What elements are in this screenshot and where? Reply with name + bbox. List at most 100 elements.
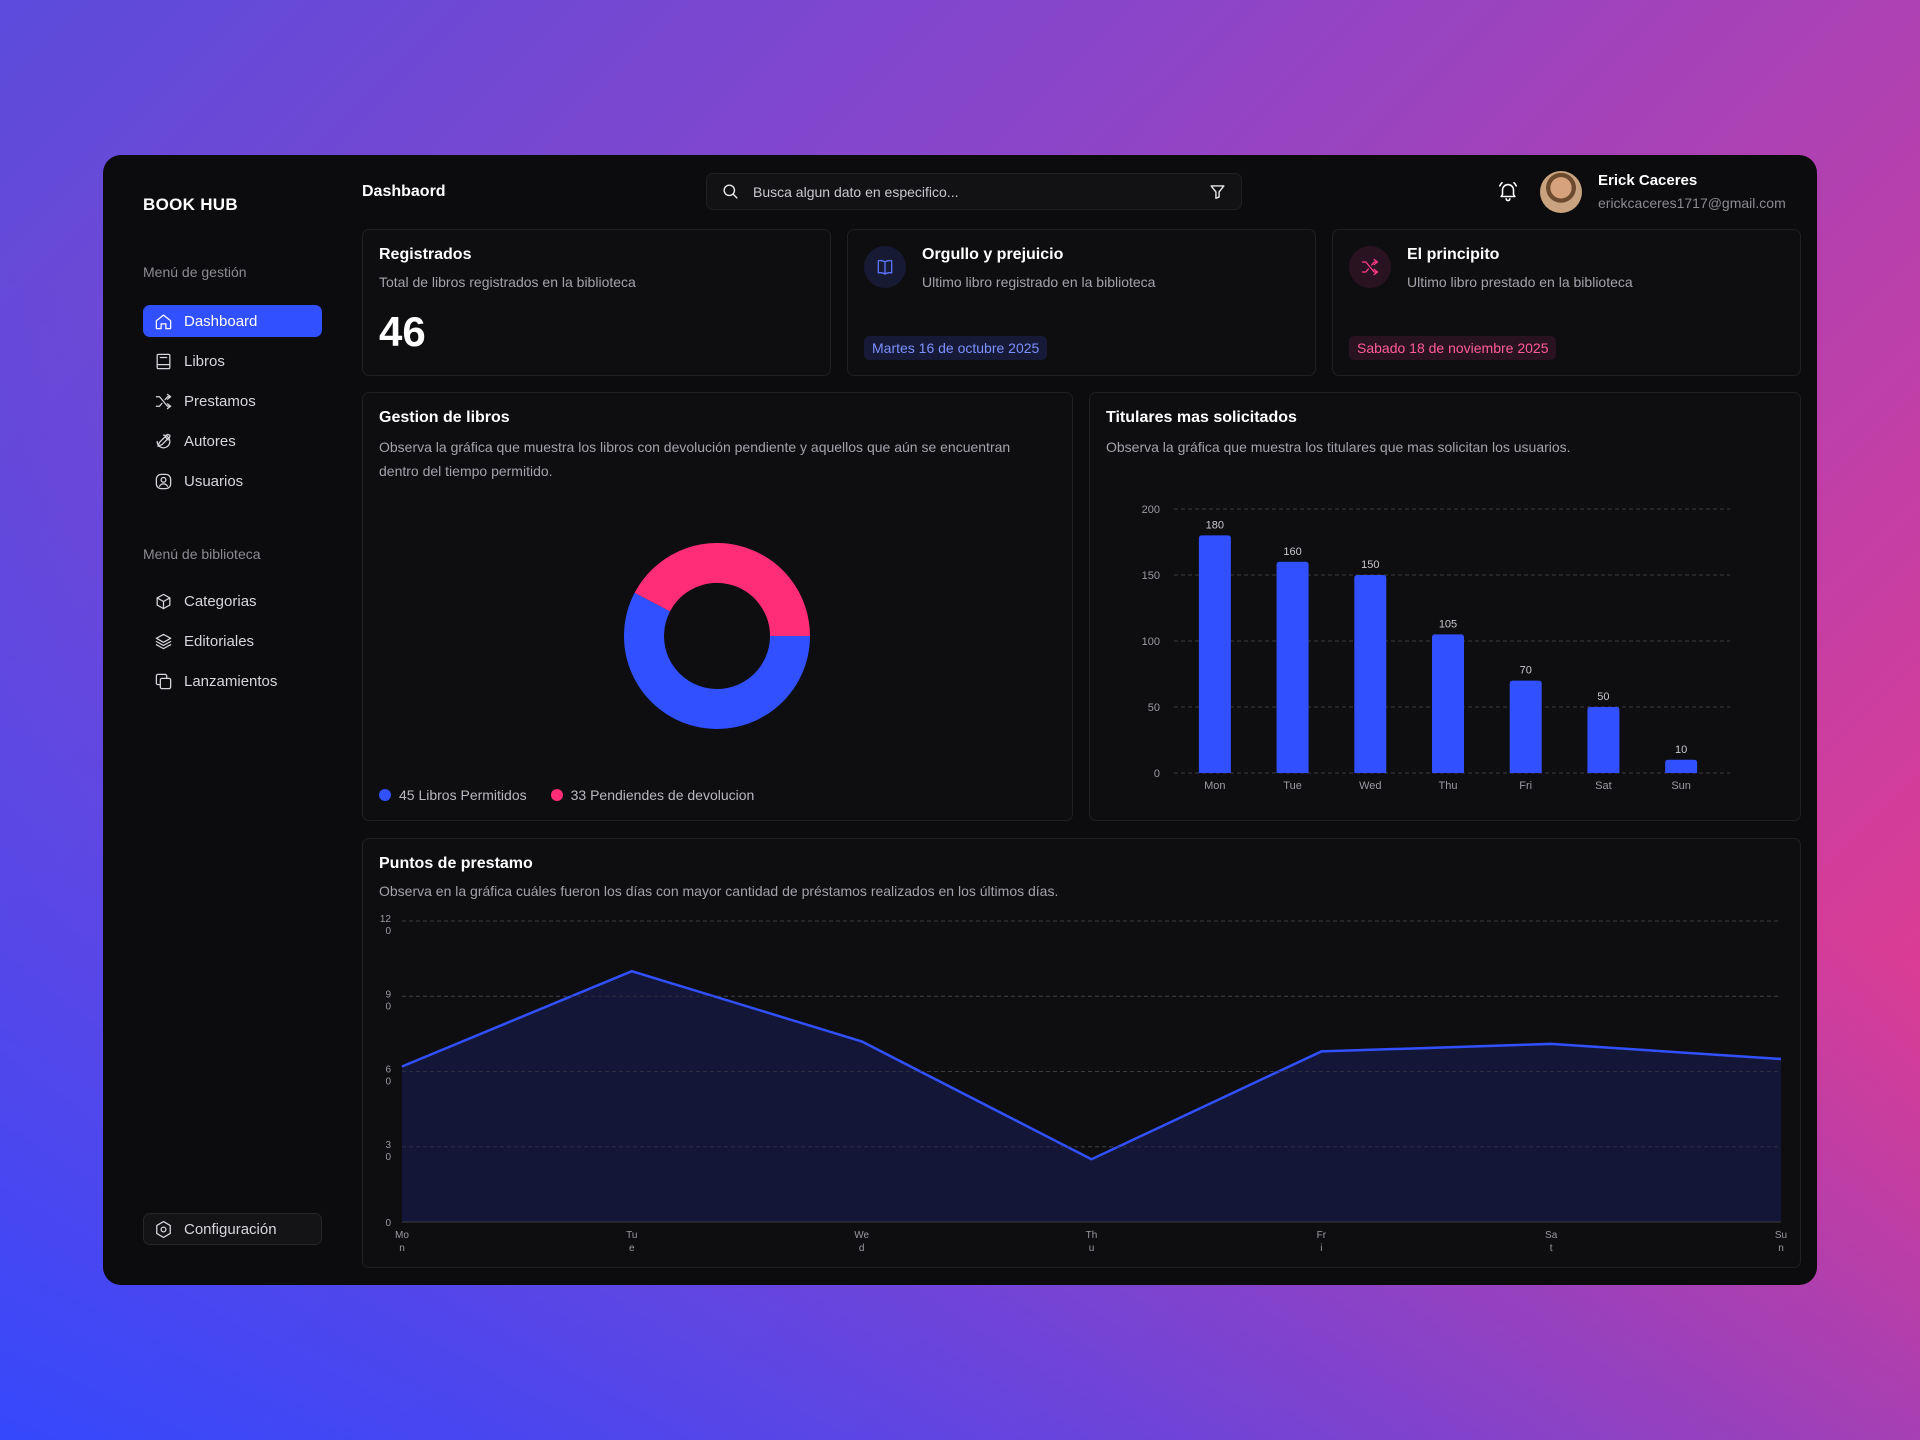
page-title: Dashbaord [362,183,446,200]
sidebar-item-label: Usuarios [184,472,244,490]
y-tick-label: 200 [1142,504,1160,516]
legend-label: 33 Pendiendes de devolucion [570,787,755,803]
shuffle-icon [153,391,173,411]
x-tick-label: Sa [1545,1230,1558,1241]
bar-value-label: 180 [1206,519,1224,531]
x-tick-label: We [854,1230,869,1241]
search-bar [706,173,1242,210]
bar-chart: 0 50 100 150 200 180 Mon 160 Tue 150 Wed 105 Thu 70 Fr… [1142,504,1730,792]
x-tick-label: Tue [1283,780,1302,792]
x-tick-label: e [629,1243,635,1254]
x-tick-label: i [1320,1243,1322,1254]
card-subtitle: Observa en la gráfica cuáles fueron los … [379,883,1059,899]
sidebar: BOOK HUB Menú de gestión Dashboard Libro… [103,155,343,1285]
legend-dot [379,789,391,801]
card-subtitle: Ultimo libro registrado en la biblioteca [922,274,1156,290]
nav-library: Categorias Editoriales Lanzamientos [143,585,322,705]
x-tick-label: Fr [1317,1230,1327,1241]
open-book-icon [864,246,906,288]
donut-chart-card: Gestion de libros Observa la gráfica que… [362,392,1073,821]
home-icon [153,311,173,331]
layers-icon [153,631,173,651]
book-icon [153,351,173,371]
sidebar-item-usuarios[interactable]: Usuarios [143,465,322,497]
x-tick-label: Sun [1671,780,1691,792]
sidebar-item-categorias[interactable]: Categorias [143,585,322,617]
card-title: Titulares mas solicitados [1106,409,1297,426]
bar [1665,759,1698,773]
bar [1587,707,1620,773]
sidebar-item-label: Autores [184,432,236,450]
user-email: erickcaceres1717@gmail.com [1598,195,1786,211]
x-tick-label: Mo [395,1230,409,1241]
x-tick-label: Tu [626,1230,637,1241]
notifications-button[interactable] [1497,180,1521,204]
x-tick-label: Mon [1204,780,1225,792]
bar-value-label: 105 [1439,618,1457,630]
sidebar-item-editoriales[interactable]: Editoriales [143,625,322,657]
bar-value-label: 160 [1283,546,1301,558]
bar [1354,575,1387,773]
settings-label: Configuración [184,1220,277,1238]
y-tick-label: 9 [385,989,391,1000]
filter-icon[interactable] [1208,182,1227,201]
y-tick-label: 12 [380,914,392,925]
legend-dot [550,789,563,801]
bar-value-label: 150 [1361,559,1379,571]
card-title: Puntos de prestamo [379,855,533,872]
sidebar-item-prestamos[interactable]: Prestamos [143,385,322,417]
pen-icon [153,431,173,451]
app-window: BOOK HUB Menú de gestión Dashboard Libro… [103,155,1817,1285]
y-tick-label: 3 [385,1140,391,1151]
bar-value-label: 70 [1520,665,1532,677]
menu-section-title: Menú de biblioteca [143,546,261,562]
card-subtitle: Observa la gráfica que muestra los libro… [379,439,1011,479]
copy-icon [153,671,173,691]
user-circle-icon [153,471,173,491]
bar-chart-card: Titulares mas solicitados Observa la grá… [1089,392,1801,821]
brand-logo: BOOK HUB [143,195,238,214]
sidebar-item-label: Editoriales [184,632,255,650]
bar-value-label: 10 [1675,744,1687,756]
x-tick-label: Su [1775,1230,1787,1241]
bar [1509,680,1542,773]
date-badge: Martes 16 de octubre 2025 [864,336,1048,360]
sidebar-item-label: Prestamos [184,392,256,410]
x-tick-label: d [859,1243,865,1254]
date-badge: Sabado 18 de noviembre 2025 [1349,336,1557,360]
bell-icon [1498,181,1518,202]
legend-item-allowed: 45 Libros Permitidos [379,787,527,803]
sidebar-item-label: Lanzamientos [184,672,278,690]
avatar[interactable] [1540,171,1582,213]
search-input[interactable] [753,183,1208,200]
legend-label: 45 Libros Permitidos [399,787,527,803]
user-name: Erick Caceres [1598,172,1698,189]
sidebar-item-lanzamientos[interactable]: Lanzamientos [143,665,322,697]
card-title: Orgullo y prejuicio [922,246,1064,263]
shuffle-icon [1349,246,1391,288]
bar [1276,561,1309,773]
sidebar-item-dashboard[interactable]: Dashboard [143,305,322,337]
sidebar-item-libros[interactable]: Libros [143,345,322,377]
card-subtitle: Observa la gráfica que muestra los titul… [1106,439,1571,455]
bar [1432,634,1464,773]
settings-button[interactable]: Configuración [143,1213,322,1245]
y-tick-label: 100 [1142,636,1160,648]
menu-section-title: Menú de gestión [143,264,247,280]
area-line [401,969,1782,1161]
x-tick-label: Th [1086,1230,1098,1241]
stat-card-last-loaned: El principito Ultimo libro prestado en l… [1332,229,1801,376]
donut-slice [624,592,810,729]
stat-card-registered: Registrados Total de libros registrados … [362,229,831,376]
card-title: Gestion de libros [379,409,510,426]
donut-chart [624,543,810,729]
y-tick-label: 0 [1154,768,1160,780]
x-tick-label: u [1089,1243,1095,1254]
sidebar-item-autores[interactable]: Autores [143,425,322,457]
x-tick-label: t [1550,1243,1553,1254]
donut-legend: 45 Libros Permitidos 33 Pendiendes de de… [379,787,754,803]
sidebar-item-label: Categorias [184,592,257,610]
nav-management: Dashboard Libros Prestamos Autores Usuar… [143,305,322,505]
legend-item-pending: 33 Pendiendes de devolucion [550,787,755,803]
sidebar-item-label: Libros [184,352,225,370]
